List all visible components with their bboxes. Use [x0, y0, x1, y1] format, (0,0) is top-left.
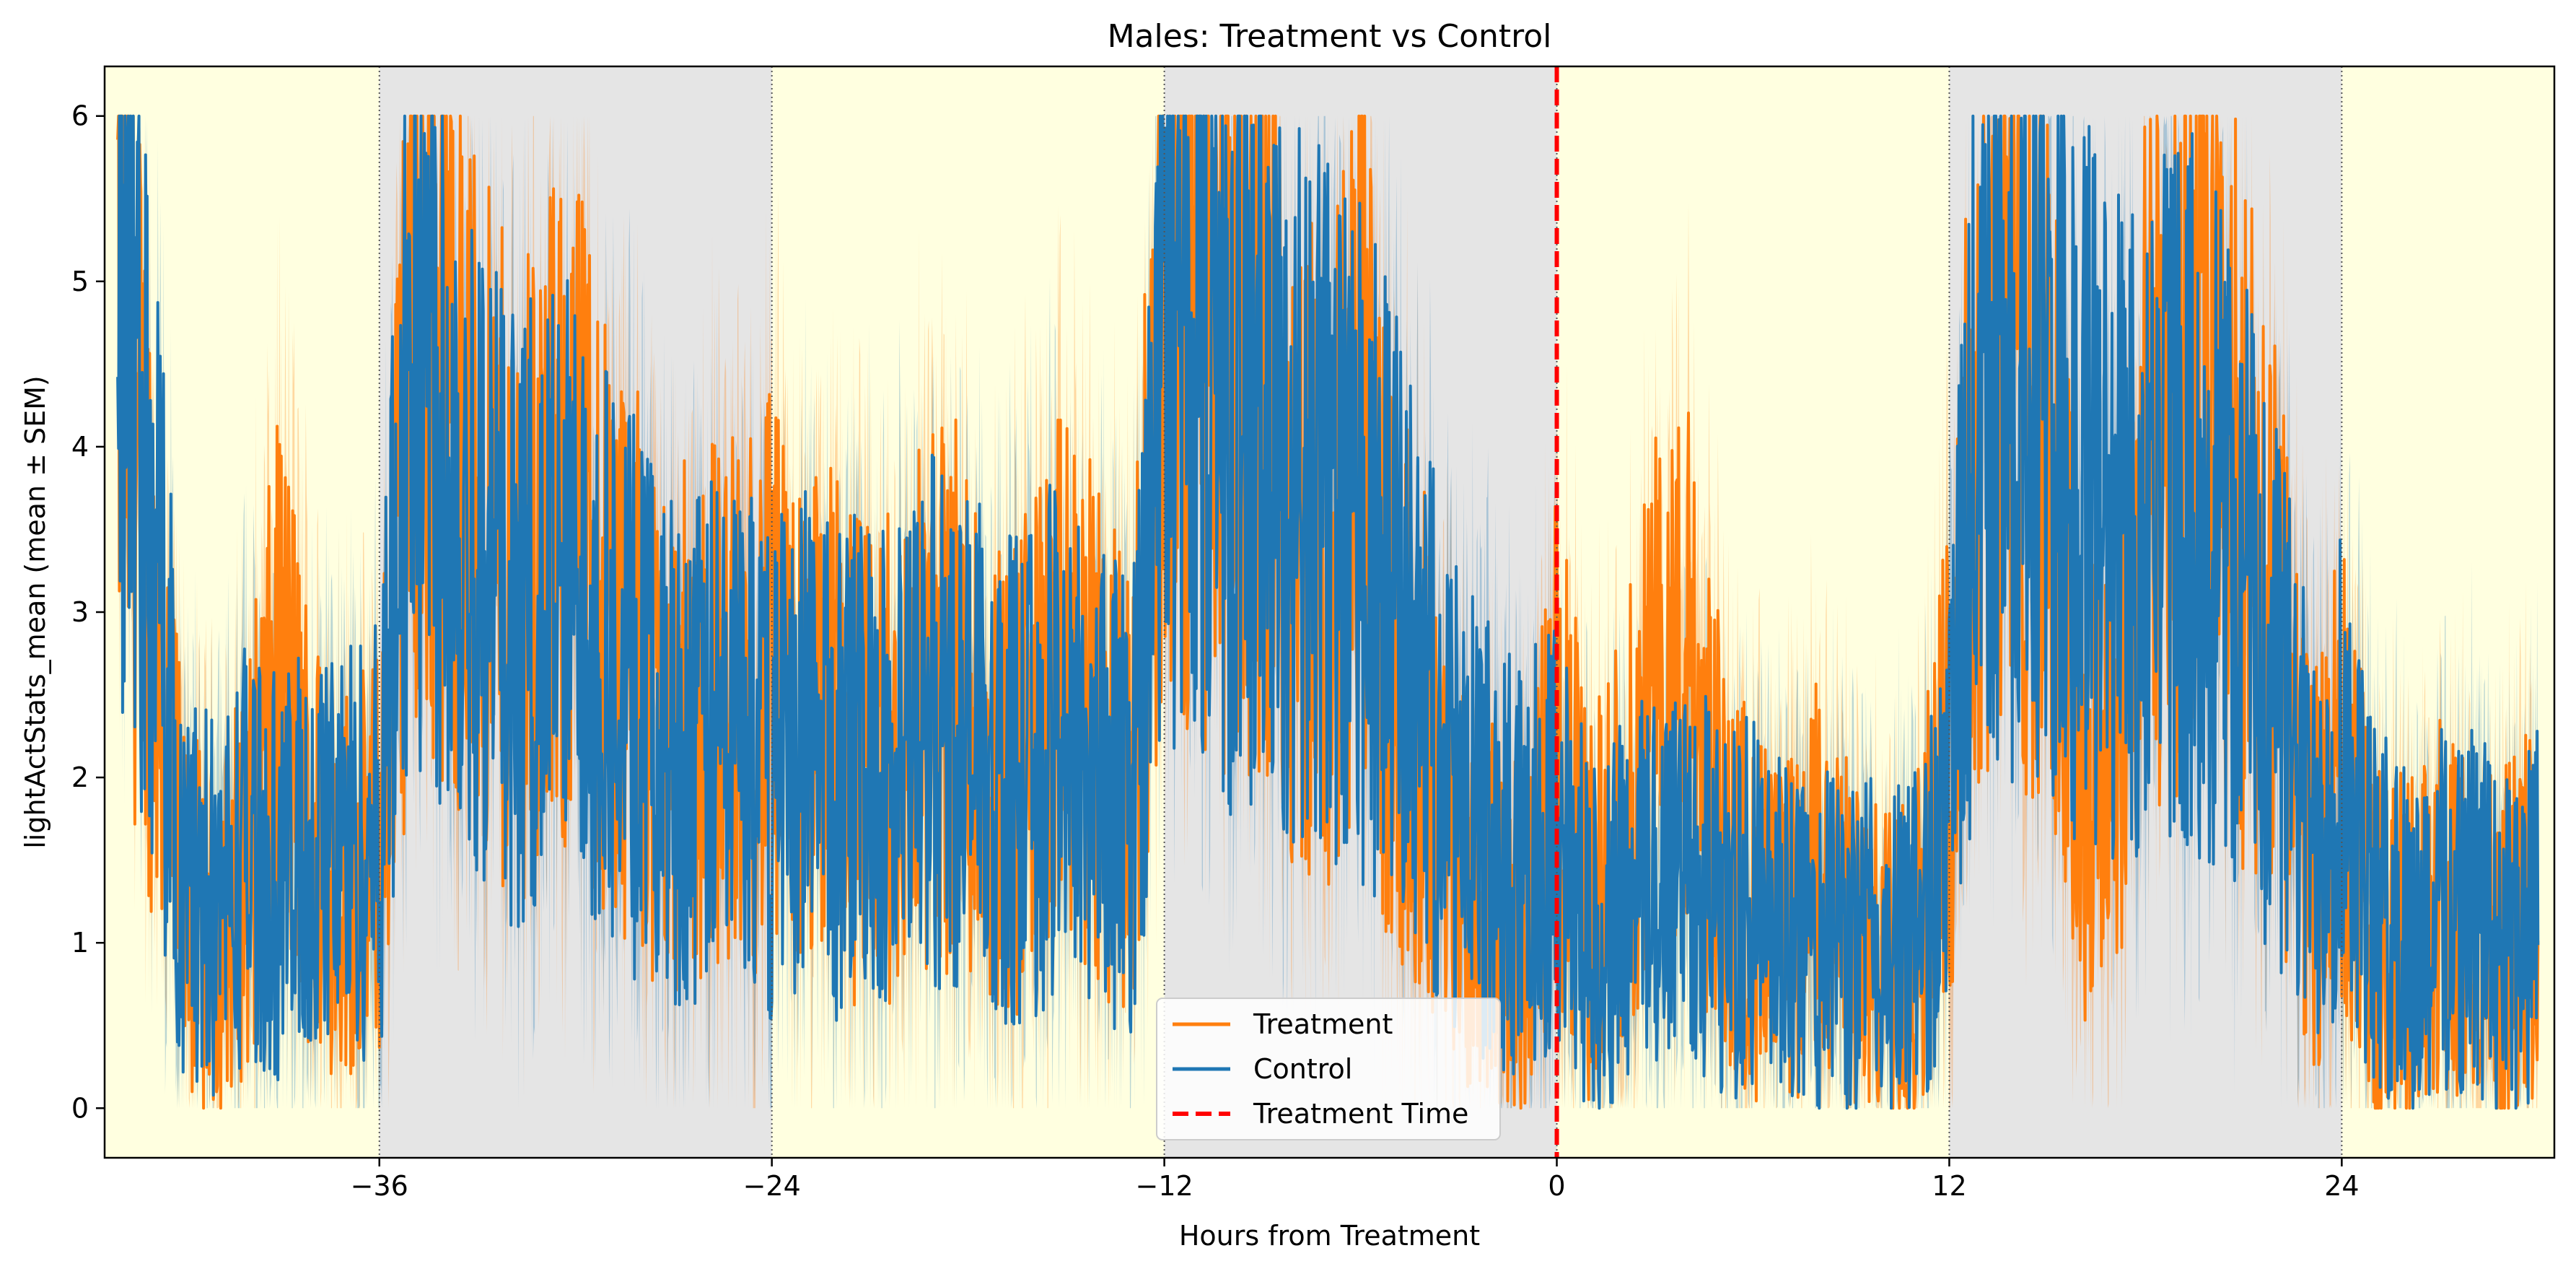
x-tick-label: 0 — [1548, 1170, 1565, 1202]
x-tick-label: 12 — [1932, 1170, 1966, 1202]
y-tick-label: 3 — [71, 596, 89, 628]
x-tick-label: 24 — [2324, 1170, 2359, 1202]
legend-label-control: Control — [1253, 1053, 1352, 1085]
series-lines — [116, 114, 2540, 1110]
x-tick-label: −36 — [351, 1170, 408, 1202]
y-tick-label: 2 — [71, 762, 89, 793]
y-tick-label: 1 — [71, 927, 89, 959]
series-line-control — [116, 114, 2540, 1110]
y-axis-ticks: 0 1 2 3 4 5 6 — [71, 100, 105, 1124]
x-tick-label: −24 — [743, 1170, 801, 1202]
y-tick-label: 0 — [71, 1092, 89, 1124]
y-tick-label: 4 — [71, 431, 89, 463]
x-axis-ticks: −36 −24 −12 0 12 24 — [351, 1158, 2360, 1202]
x-tick-label: −12 — [1135, 1170, 1193, 1202]
y-tick-label: 6 — [71, 100, 89, 132]
legend-box — [1156, 998, 1501, 1140]
chart-title: Males: Treatment vs Control — [1108, 18, 1552, 55]
legend: Treatment Control Treatment Time — [1156, 998, 1501, 1140]
x-axis-label: Hours from Treatment — [1179, 1220, 1480, 1252]
y-tick-label: 5 — [71, 266, 89, 297]
period-boundaries — [378, 66, 2343, 1158]
legend-label-treatment: Treatment — [1253, 1008, 1393, 1040]
legend-label-treatment-time: Treatment Time — [1253, 1098, 1468, 1130]
y-axis-label: lightActStats_mean (mean ± SEM) — [19, 375, 51, 849]
